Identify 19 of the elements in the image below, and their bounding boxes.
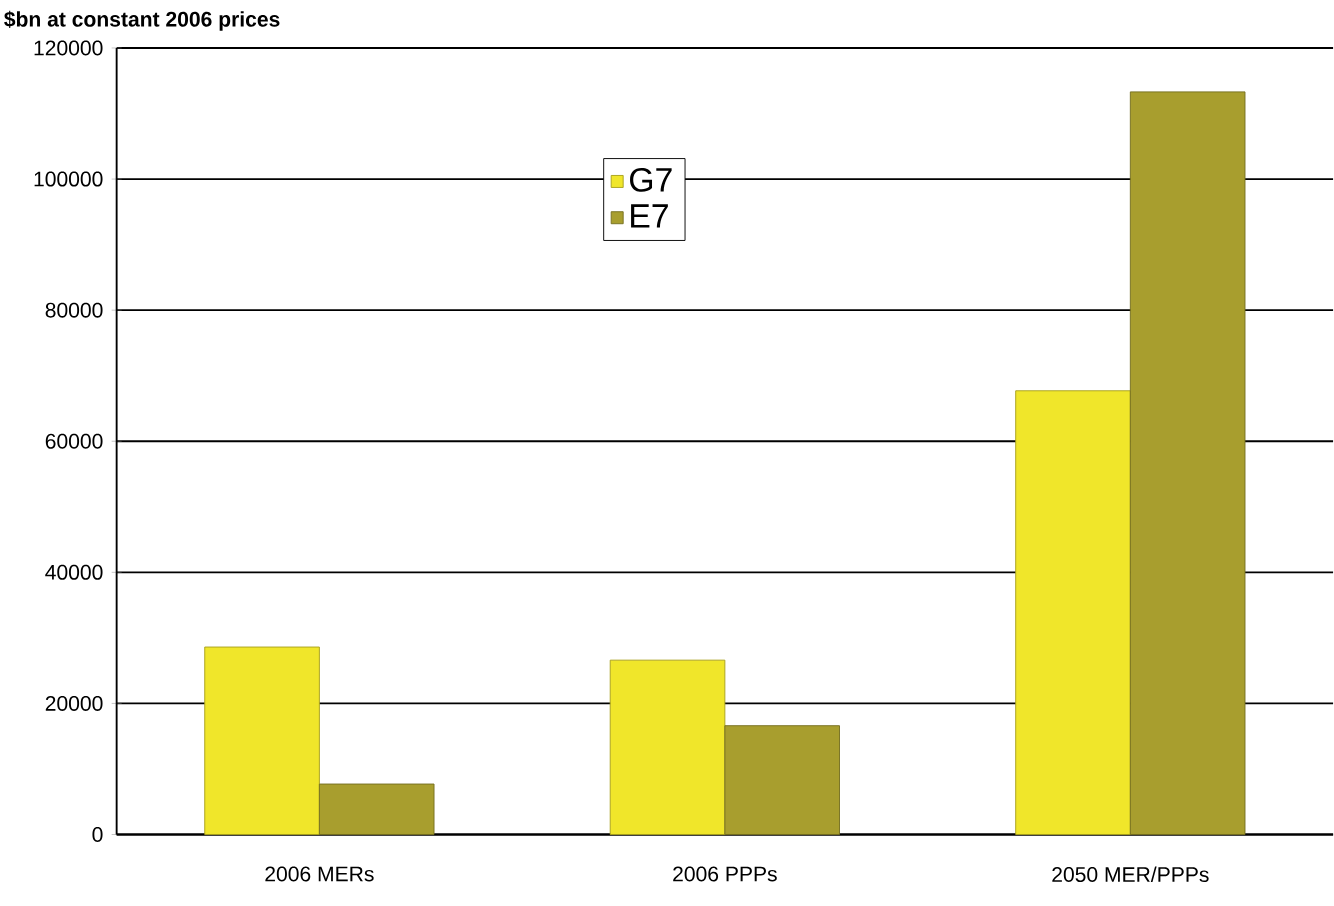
bar [318, 783, 435, 835]
y-tick-label: 20000 [45, 695, 103, 711]
legend-label: G7 [630, 167, 672, 192]
y-tick-label: 120000 [34, 40, 103, 56]
bar [724, 724, 840, 835]
legend-label: E7 [631, 204, 668, 228]
bar [1015, 390, 1131, 835]
y-tick-label: 0 [92, 826, 103, 842]
y-tick-label: 40000 [45, 564, 103, 580]
bar [609, 659, 726, 835]
y-tick-label: 100000 [34, 171, 103, 187]
y-tick-label: 80000 [45, 302, 103, 318]
bar [1129, 91, 1246, 835]
bar [204, 646, 320, 835]
y-tick-label: 60000 [45, 433, 103, 449]
y-axis-title: $bn at constant 2006 prices [4, 10, 280, 31]
x-tick-label: 2050 MER/PPPs [1052, 866, 1209, 882]
x-tick-label: 2006 MERs [265, 866, 374, 882]
x-tick-label: 2006 PPPs [673, 866, 777, 882]
